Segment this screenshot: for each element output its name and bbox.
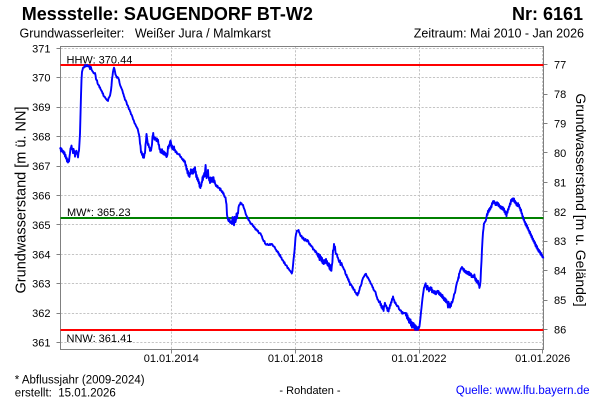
svg-text:* Abflussjahr (2009-2024): * Abflussjahr (2009-2024) — [15, 375, 145, 387]
svg-text:370: 370 — [32, 73, 50, 85]
svg-text:01.01.2014: 01.01.2014 — [144, 353, 199, 365]
svg-text:85: 85 — [554, 295, 566, 307]
svg-text:368: 368 — [32, 132, 50, 144]
svg-text:Grundwasserstand [m u. Gelände: Grundwasserstand [m u. Gelände] — [573, 93, 589, 306]
svg-text:Grundwasserleiter: Weißer Ju: Grundwasserleiter: Weißer Jura / Malmkar… — [20, 27, 272, 41]
svg-text:365: 365 — [32, 220, 50, 232]
svg-text:369: 369 — [32, 102, 50, 114]
svg-text:MW*: 365.23: MW*: 365.23 — [67, 207, 131, 219]
svg-text:NNW: 361.41: NNW: 361.41 — [67, 333, 133, 345]
svg-text:01.01.2022: 01.01.2022 — [391, 353, 446, 365]
svg-text:362: 362 — [32, 308, 50, 320]
svg-text:erstellt: 15.01.2026: erstellt: 15.01.2026 — [15, 388, 116, 400]
svg-text:366: 366 — [32, 190, 50, 202]
svg-text:01.01.2026: 01.01.2026 — [515, 353, 570, 365]
svg-text:HHW: 370.44: HHW: 370.44 — [67, 54, 133, 66]
svg-text:Nr: 6161: Nr: 6161 — [512, 4, 583, 24]
svg-text:367: 367 — [32, 161, 50, 173]
svg-text:79: 79 — [554, 119, 566, 131]
svg-text:84: 84 — [554, 266, 566, 278]
svg-text:361: 361 — [32, 338, 50, 350]
svg-text:Zeitraum: Mai 2010 - Jan 2026: Zeitraum: Mai 2010 - Jan 2026 — [414, 27, 584, 41]
svg-text:364: 364 — [32, 249, 50, 261]
svg-text:Messstelle: SAUGENDORF BT-W2: Messstelle: SAUGENDORF BT-W2 — [22, 4, 313, 24]
svg-text:371: 371 — [32, 43, 50, 55]
svg-text:80: 80 — [554, 148, 566, 160]
svg-text:01.01.2018: 01.01.2018 — [268, 353, 323, 365]
svg-text:77: 77 — [554, 60, 566, 72]
svg-text:81: 81 — [554, 177, 566, 189]
svg-text:- Rohdaten -: - Rohdaten - — [279, 385, 340, 397]
svg-text:83: 83 — [554, 236, 566, 248]
svg-text:Quelle: www.lfu.bayern.de: Quelle: www.lfu.bayern.de — [456, 385, 590, 397]
svg-text:86: 86 — [554, 325, 566, 337]
svg-text:Grundwasserstand [m ü. NN]: Grundwasserstand [m ü. NN] — [13, 107, 29, 294]
svg-text:363: 363 — [32, 279, 50, 291]
svg-text:78: 78 — [554, 89, 566, 101]
svg-text:82: 82 — [554, 207, 566, 219]
